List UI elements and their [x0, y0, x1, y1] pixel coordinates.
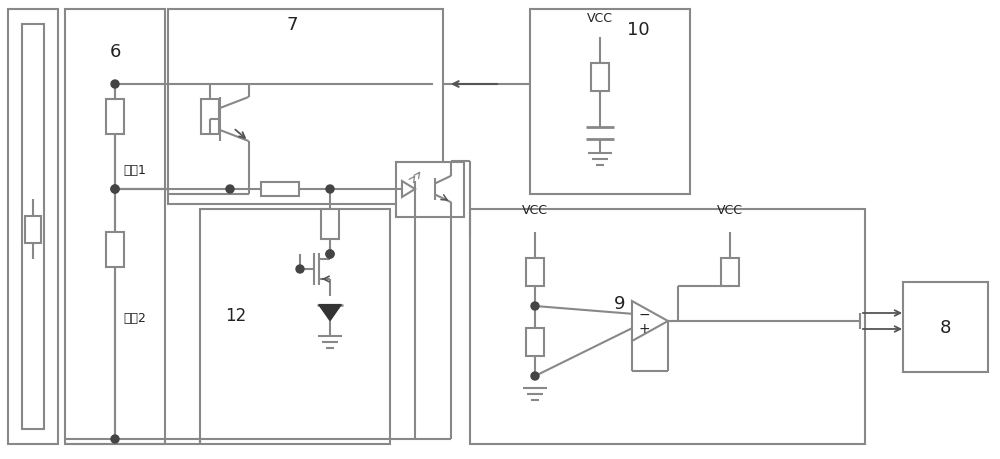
Bar	[903, 282, 988, 372]
Bar	[8, 10, 58, 444]
Bar	[721, 258, 739, 286]
Text: +: +	[639, 321, 651, 336]
Bar	[65, 10, 165, 444]
Circle shape	[111, 435, 119, 443]
Bar	[530, 10, 690, 195]
Bar	[201, 100, 219, 134]
Text: 12: 12	[225, 306, 246, 324]
Bar	[22, 25, 44, 429]
Bar	[200, 210, 390, 444]
Bar	[470, 210, 865, 444]
Bar	[25, 216, 41, 243]
Circle shape	[111, 81, 119, 89]
Bar	[106, 100, 124, 134]
Text: 8: 8	[940, 318, 951, 336]
Bar	[106, 232, 124, 267]
Polygon shape	[319, 305, 341, 321]
Polygon shape	[632, 302, 668, 341]
Bar	[168, 10, 443, 205]
Circle shape	[531, 372, 539, 380]
Circle shape	[531, 302, 539, 310]
Circle shape	[111, 185, 119, 194]
Circle shape	[326, 251, 334, 258]
Text: 6: 6	[109, 43, 121, 61]
Bar	[591, 64, 609, 92]
Bar	[526, 258, 544, 286]
Circle shape	[111, 185, 119, 194]
Text: 9: 9	[614, 294, 626, 312]
Bar	[526, 328, 544, 356]
Circle shape	[326, 185, 334, 194]
Bar	[321, 210, 339, 240]
Text: 取样2: 取样2	[123, 311, 146, 324]
Circle shape	[226, 185, 234, 194]
Text: 取样1: 取样1	[123, 163, 146, 176]
Circle shape	[296, 265, 304, 274]
Text: −: −	[639, 307, 651, 321]
Text: VCC: VCC	[587, 12, 613, 25]
Text: 7: 7	[286, 16, 298, 34]
Bar	[396, 162, 464, 217]
Bar	[261, 183, 299, 196]
Text: VCC: VCC	[717, 203, 743, 217]
Circle shape	[326, 251, 334, 258]
Text: VCC: VCC	[522, 203, 548, 217]
Text: 10: 10	[627, 21, 650, 39]
